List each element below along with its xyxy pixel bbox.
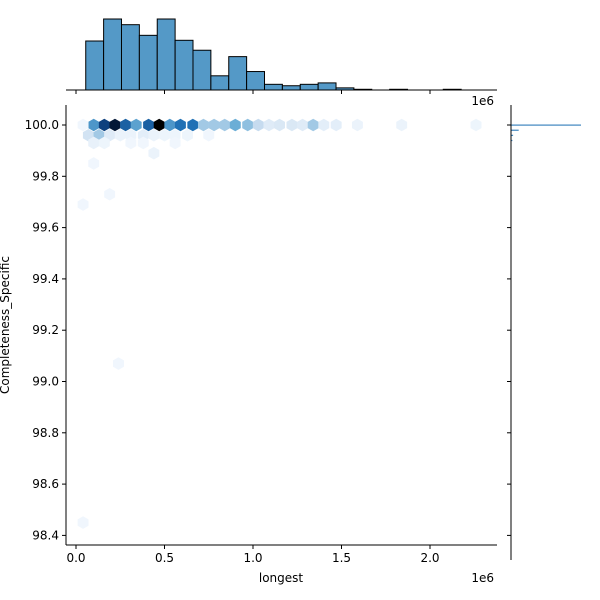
hexbin-cell [219,118,231,132]
hexbin-layer [77,118,482,529]
histogram-bar [103,18,122,91]
hexbin-cell [242,118,254,132]
histogram-bar [281,85,301,91]
x-ticks: 0.0 0.5 1.0 1.5 2.0 [66,90,440,565]
hexbin-cell [318,118,330,132]
hexbin-cell [330,118,342,132]
right-marginal-histogram [511,124,581,142]
top-marginal-histogram [85,18,462,91]
hexbin-cell [297,118,309,132]
hexbin-cell [208,118,220,132]
x-offset-label: 1e6 [471,571,494,585]
histogram-bar [511,134,514,136]
hexbin-cell [130,118,142,132]
x-axis-label: longest [259,571,304,585]
hexbin-cell [109,118,121,132]
hexbin-cell [169,136,181,150]
right-ticks [507,124,511,536]
histogram-bar [246,71,266,91]
hexbin-cell [274,118,286,132]
x-tick-label: 0.5 [155,551,174,565]
y-tick-label: 99.0 [32,375,59,389]
hexbin-cell [77,118,89,132]
hexbin-cell [88,118,100,132]
marginal-offset-label: 1e6 [471,94,494,108]
hexbin-cell [197,118,209,132]
hexbin-cell [113,357,124,370]
hexbin-cell [396,118,408,132]
y-axis-label: Completeness_Specific [0,256,12,394]
hexbin-cell [125,136,137,150]
hexbin-cell [252,118,264,132]
histogram-bar [210,75,230,91]
hexbin-cell [77,516,89,529]
y-ticks: 100.0 99.8 99.6 99.4 99.2 99.0 98.8 98.6 98.4 [25,118,66,542]
hexbin-cell [98,136,110,150]
histogram-bar [299,83,319,91]
y-tick-label: 98.8 [32,426,59,440]
histogram-bar [511,139,513,142]
hexbin-cell [98,118,110,132]
hexbin-cell [148,146,160,160]
histogram-bar [192,49,212,91]
histogram-bar [85,40,105,91]
hexbin-cell [351,118,363,132]
y-tick-label: 98.6 [32,477,59,491]
hexbin-cell [77,198,89,211]
histogram-bar [511,129,519,131]
histogram-bar [264,83,283,91]
hexbin-cell [187,118,199,132]
hexbin-cell [182,128,193,142]
x-tick-label: 0.0 [66,551,85,565]
histogram-bar [511,124,581,126]
y-tick-label: 99.2 [32,323,59,337]
hexbin-cell [286,118,298,132]
hexbin-cell [88,157,100,170]
hexbin-cell [88,136,100,150]
hexbin-cell [143,118,155,132]
x-tick-label: 2.0 [420,551,439,565]
y-tick-label: 99.6 [32,221,59,235]
hexbin-cell [229,118,241,132]
hexbin-cell [148,128,160,142]
hexbin-cell [104,187,116,201]
histogram-bar [120,24,140,91]
hexbin-cell [120,118,132,132]
y-tick-label: 98.4 [32,528,59,542]
y-tick-label: 99.8 [32,169,59,183]
y-tick-label: 99.4 [32,272,59,286]
hexbin-cell [159,128,170,142]
hexbin-cell [470,118,482,132]
hexbin-cell [203,128,215,142]
histogram-bar [317,82,337,91]
histogram-bar [228,56,248,91]
hexbin-cell [164,118,176,132]
hexbin-cell [174,118,186,132]
x-tick-label: 1.0 [243,551,262,565]
hexbin-cell [114,128,126,142]
histogram-bar [174,39,194,91]
histogram-bar [138,34,158,91]
hexbin-cell [137,136,149,150]
y-tick-label: 100.0 [25,118,59,132]
x-tick-label: 1.5 [332,551,351,565]
histogram-bar [156,18,176,91]
hexbin-cell [307,118,319,132]
hexbin-cell [153,118,165,132]
hexbin-cell [263,118,275,132]
